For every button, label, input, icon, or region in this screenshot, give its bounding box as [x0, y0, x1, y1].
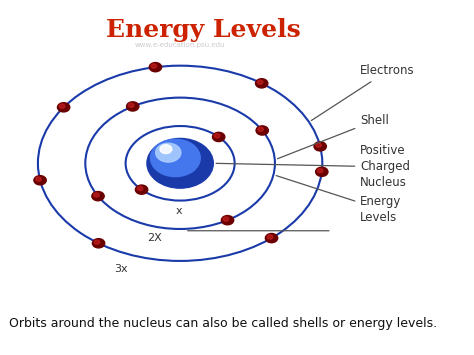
Circle shape [59, 104, 65, 108]
Circle shape [94, 193, 99, 197]
Circle shape [36, 177, 41, 181]
Circle shape [151, 64, 157, 68]
Circle shape [94, 240, 100, 244]
Circle shape [256, 126, 268, 135]
Text: Energy Levels: Energy Levels [107, 18, 301, 42]
Circle shape [57, 103, 70, 112]
Circle shape [212, 132, 225, 142]
Text: 3x: 3x [114, 264, 128, 274]
Circle shape [92, 191, 104, 201]
Circle shape [149, 62, 162, 72]
Circle shape [151, 139, 200, 177]
Circle shape [92, 239, 105, 248]
Circle shape [160, 144, 172, 154]
Text: www.e-education.psu.edu: www.e-education.psu.edu [135, 42, 225, 48]
Circle shape [136, 185, 148, 194]
Text: Positive
Charged
Nucleus: Positive Charged Nucleus [216, 144, 410, 189]
Text: Energy
Levels: Energy Levels [276, 176, 401, 224]
Circle shape [155, 143, 181, 162]
Circle shape [255, 79, 268, 88]
Circle shape [147, 138, 213, 188]
Text: Shell: Shell [277, 114, 389, 159]
Circle shape [34, 176, 46, 185]
Circle shape [223, 217, 229, 221]
Circle shape [316, 143, 321, 147]
Circle shape [214, 134, 220, 138]
Circle shape [314, 142, 326, 151]
Circle shape [265, 234, 278, 243]
Circle shape [127, 102, 139, 111]
Text: x: x [175, 206, 182, 216]
Circle shape [258, 127, 264, 131]
Circle shape [267, 235, 273, 239]
Text: Orbits around the nucleus can also be called shells or energy levels.: Orbits around the nucleus can also be ca… [9, 317, 438, 330]
Text: Electrons: Electrons [311, 65, 415, 121]
Circle shape [318, 169, 323, 173]
Circle shape [316, 167, 328, 176]
Circle shape [128, 103, 134, 107]
Text: 2X: 2X [147, 233, 162, 242]
Circle shape [257, 80, 263, 84]
Circle shape [221, 215, 234, 225]
Circle shape [137, 186, 143, 191]
